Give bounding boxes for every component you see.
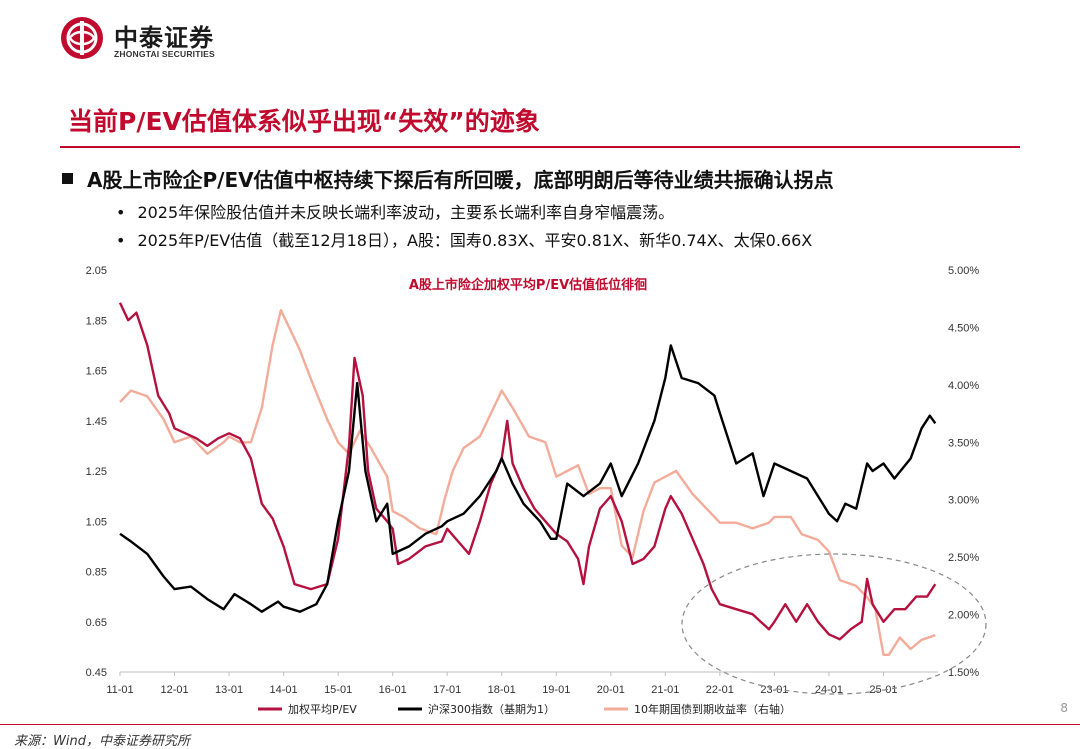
sub-bullet-1: • 2025年保险股估值并未反映长端利率波动，主要系长端利率自身窄幅震荡。 bbox=[116, 199, 674, 223]
footer-divider bbox=[0, 724, 1080, 725]
x-tick-label: 15-01 bbox=[324, 684, 352, 696]
y-left-tick-label: 1.85 bbox=[86, 315, 107, 327]
sub-bullet-2-text: 2025年P/EV估值（截至12月18日），A股：国寿0.83X、平安0.81X… bbox=[137, 231, 813, 250]
y-left-tick-label: 1.25 bbox=[86, 466, 107, 478]
x-tick-label: 17-01 bbox=[433, 684, 461, 696]
x-tick-label: 22-01 bbox=[706, 684, 734, 696]
series-line-bond-yield bbox=[119, 309, 936, 656]
x-tick-label: 23-01 bbox=[760, 684, 788, 696]
bullet-dot: • bbox=[116, 231, 126, 250]
x-tick-label: 11-01 bbox=[106, 684, 133, 696]
sub-bullet-1-text: 2025年保险股估值并未反映长端利率波动，主要系长端利率自身窄幅震荡。 bbox=[137, 203, 675, 222]
x-tick-label: 24-01 bbox=[815, 684, 843, 696]
y-right-tick-label: 3.50% bbox=[948, 437, 979, 449]
brand-name-cn: 中泰证券 bbox=[114, 24, 214, 52]
y-right-tick-label: 4.50% bbox=[948, 322, 979, 334]
y-right-tick-label: 1.50% bbox=[948, 667, 979, 679]
y-left-tick-label: 1.45 bbox=[86, 416, 107, 428]
series-line-hs300 bbox=[119, 344, 937, 613]
series-line-pev bbox=[118, 302, 937, 641]
y-right-tick-label: 5.00% bbox=[948, 265, 979, 277]
x-tick-label: 18-01 bbox=[488, 684, 516, 696]
x-tick-label: 16-01 bbox=[379, 684, 407, 696]
brand-emblem-icon bbox=[61, 17, 103, 59]
legend-label: 10年期国债到期收益率（右轴） bbox=[634, 702, 791, 716]
y-right-tick-label: 2.00% bbox=[948, 610, 979, 622]
x-tick-label: 14-01 bbox=[270, 684, 298, 696]
y-left-tick-label: 0.85 bbox=[86, 567, 107, 579]
page-number: 8 bbox=[1060, 701, 1068, 715]
low-valuation-highlight bbox=[681, 553, 987, 695]
title-divider bbox=[60, 146, 1020, 148]
x-tick-label: 13-01 bbox=[215, 684, 243, 696]
y-left-tick-label: 0.45 bbox=[86, 667, 107, 679]
brand-name-en: ZHONGTAI SECURITIES bbox=[114, 49, 215, 59]
chart-annotation: A股上市险企加权平均P/EV估值低位徘徊 bbox=[409, 277, 647, 293]
x-tick-label: 12-01 bbox=[160, 684, 188, 696]
x-tick-label: 19-01 bbox=[542, 684, 570, 696]
legend-label: 加权平均P/EV bbox=[288, 703, 357, 716]
x-tick-label: 21-01 bbox=[651, 684, 679, 696]
brand-logo: 中泰证券 ZHONGTAI SECURITIES bbox=[60, 16, 320, 64]
main-bullet-text: A股上市险企P/EV估值中枢持续下探后有所回暖，底部明朗后等待业绩共振确认拐点 bbox=[87, 168, 834, 192]
y-left-tick-label: 2.05 bbox=[86, 265, 107, 277]
main-bullet: A股上市险企P/EV估值中枢持续下探后有所回暖，底部明朗后等待业绩共振确认拐点 bbox=[62, 164, 834, 193]
y-right-tick-label: 4.00% bbox=[948, 380, 979, 392]
sub-bullet-2: • 2025年P/EV估值（截至12月18日），A股：国寿0.83X、平安0.81… bbox=[116, 227, 812, 251]
square-bullet-icon bbox=[62, 173, 73, 184]
y-right-tick-label: 3.00% bbox=[948, 495, 979, 507]
bullet-dot: • bbox=[116, 203, 126, 222]
y-left-tick-label: 1.65 bbox=[86, 366, 107, 378]
y-left-tick-label: 0.65 bbox=[86, 617, 107, 629]
legend-label: 沪深300指数（基期为1） bbox=[428, 702, 555, 716]
page-title: 当前P/EV估值体系似乎出现“失效”的迹象 bbox=[68, 107, 540, 136]
y-right-tick-label: 2.50% bbox=[948, 552, 979, 564]
y-left-tick-label: 1.05 bbox=[86, 516, 107, 528]
source-note: 来源：Wind，中泰证券研究所 bbox=[14, 734, 190, 749]
x-tick-label: 20-01 bbox=[597, 684, 625, 696]
